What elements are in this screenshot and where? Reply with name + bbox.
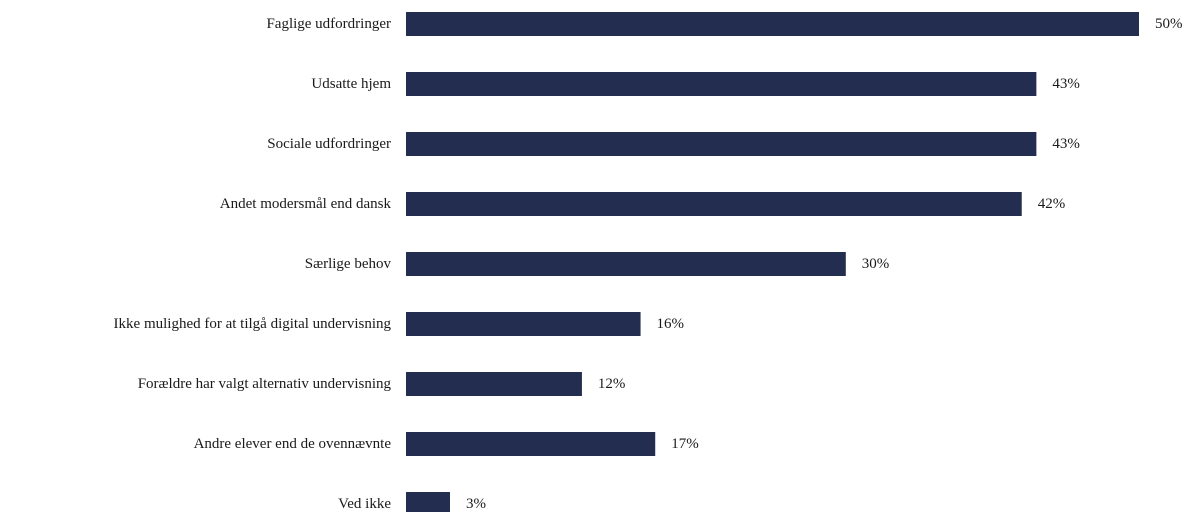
bar: [406, 72, 1037, 96]
bar: [406, 372, 582, 396]
bars: [406, 12, 1139, 512]
category-label: Ved ikke: [338, 496, 391, 512]
category-label: Udsatte hjem: [311, 76, 391, 92]
category-label: Andre elever end de ovennævnte: [194, 436, 392, 452]
value-label: 50%: [1155, 16, 1183, 32]
value-label: 12%: [598, 376, 626, 392]
category-label: Andet modersmål end dansk: [220, 196, 392, 212]
category-label: Ikke mulighed for at tilgå digital under…: [114, 316, 392, 332]
category-label: Forældre har valgt alternativ undervisni…: [138, 376, 392, 392]
value-label: 43%: [1052, 76, 1080, 92]
bar: [406, 432, 656, 456]
bar: [406, 252, 846, 276]
value-labels: 50% 43% 43% 42% 30% 16% 12% 17% 3%: [466, 16, 1183, 512]
category-label: Særlige behov: [305, 256, 392, 272]
value-label: 42%: [1038, 196, 1066, 212]
bar: [406, 492, 450, 512]
bar: [406, 132, 1037, 156]
bar: [406, 12, 1139, 36]
value-label: 30%: [862, 256, 890, 272]
value-label: 43%: [1052, 136, 1080, 152]
category-label: Faglige udfordringer: [266, 16, 391, 32]
value-label: 3%: [466, 496, 486, 512]
bar: [406, 192, 1022, 216]
category-label: Sociale udfordringer: [267, 136, 391, 152]
bar: [406, 312, 641, 336]
value-label: 16%: [657, 316, 685, 332]
value-label: 17%: [671, 436, 699, 452]
category-labels: Faglige udfordringer Udsatte hjem Sociale …: [114, 16, 392, 512]
